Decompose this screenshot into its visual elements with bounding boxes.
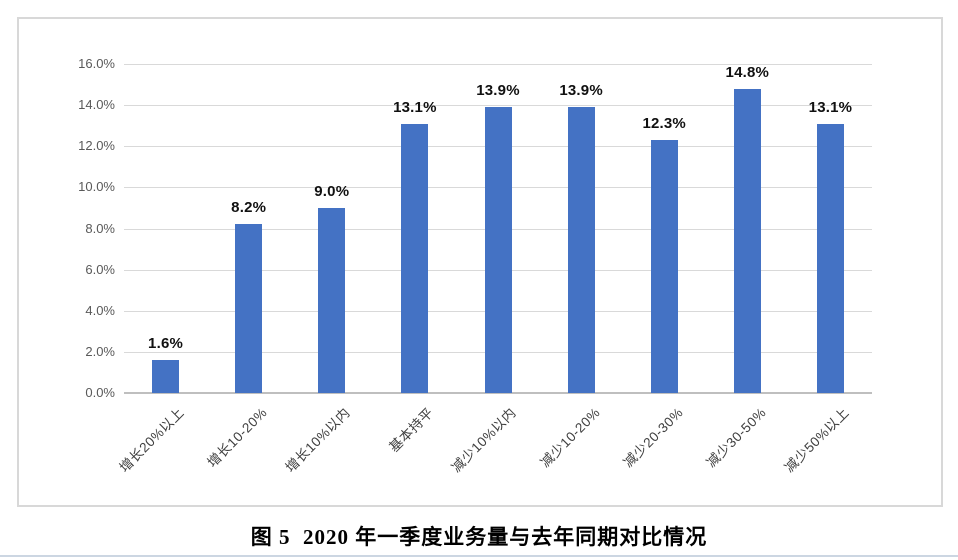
figure-caption: 图 5 2020 年一季度业务量与去年同期对比情况 [250, 525, 708, 549]
bar [401, 123, 429, 393]
bar [816, 123, 844, 393]
y-tick-label: 4.0% [85, 302, 115, 318]
gridline [124, 64, 872, 65]
bar [733, 88, 761, 393]
y-tick-label: 2.0% [85, 343, 115, 359]
bar-value-label: 13.1% [393, 98, 437, 116]
gridline [124, 105, 872, 107]
bar-value-label: 13.9% [559, 82, 603, 100]
y-tick-label: 14.0% [78, 97, 115, 113]
y-tick-label: 16.0% [78, 56, 115, 71]
x-tick-label: 减少50%以上 [670, 402, 851, 475]
y-tick-label: 0.0% [85, 385, 115, 400]
bar-value-label: 13.9% [476, 82, 520, 100]
bar [567, 107, 595, 393]
x-axis-line [124, 392, 872, 394]
bar [152, 360, 180, 393]
x-tick-label-text: 减少50%以上 [781, 404, 852, 476]
bar-value-label: 14.8% [725, 63, 770, 81]
bar-value-label: 12.3% [642, 115, 686, 133]
bar [235, 224, 263, 393]
y-tick-label: 8.0% [85, 220, 115, 236]
bar [484, 107, 512, 393]
y-tick-label: 10.0% [78, 179, 115, 195]
bar-value-label: 1.6% [148, 335, 184, 353]
bar-value-label: 9.0% [314, 182, 350, 200]
y-tick-label: 6.0% [85, 261, 115, 277]
bar-value-label: 13.1% [808, 98, 853, 116]
bar [318, 207, 346, 393]
y-tick-label: 12.0% [78, 138, 115, 154]
bar [650, 140, 678, 393]
chart-frame: 0.0% 2.0% 4.0% 6.0% 8.0% 10.0% 12.0% 14.0% 16.0%… [17, 17, 943, 507]
bar-value-label: 8.2% [231, 199, 267, 217]
page-divider-line [0, 555, 958, 557]
